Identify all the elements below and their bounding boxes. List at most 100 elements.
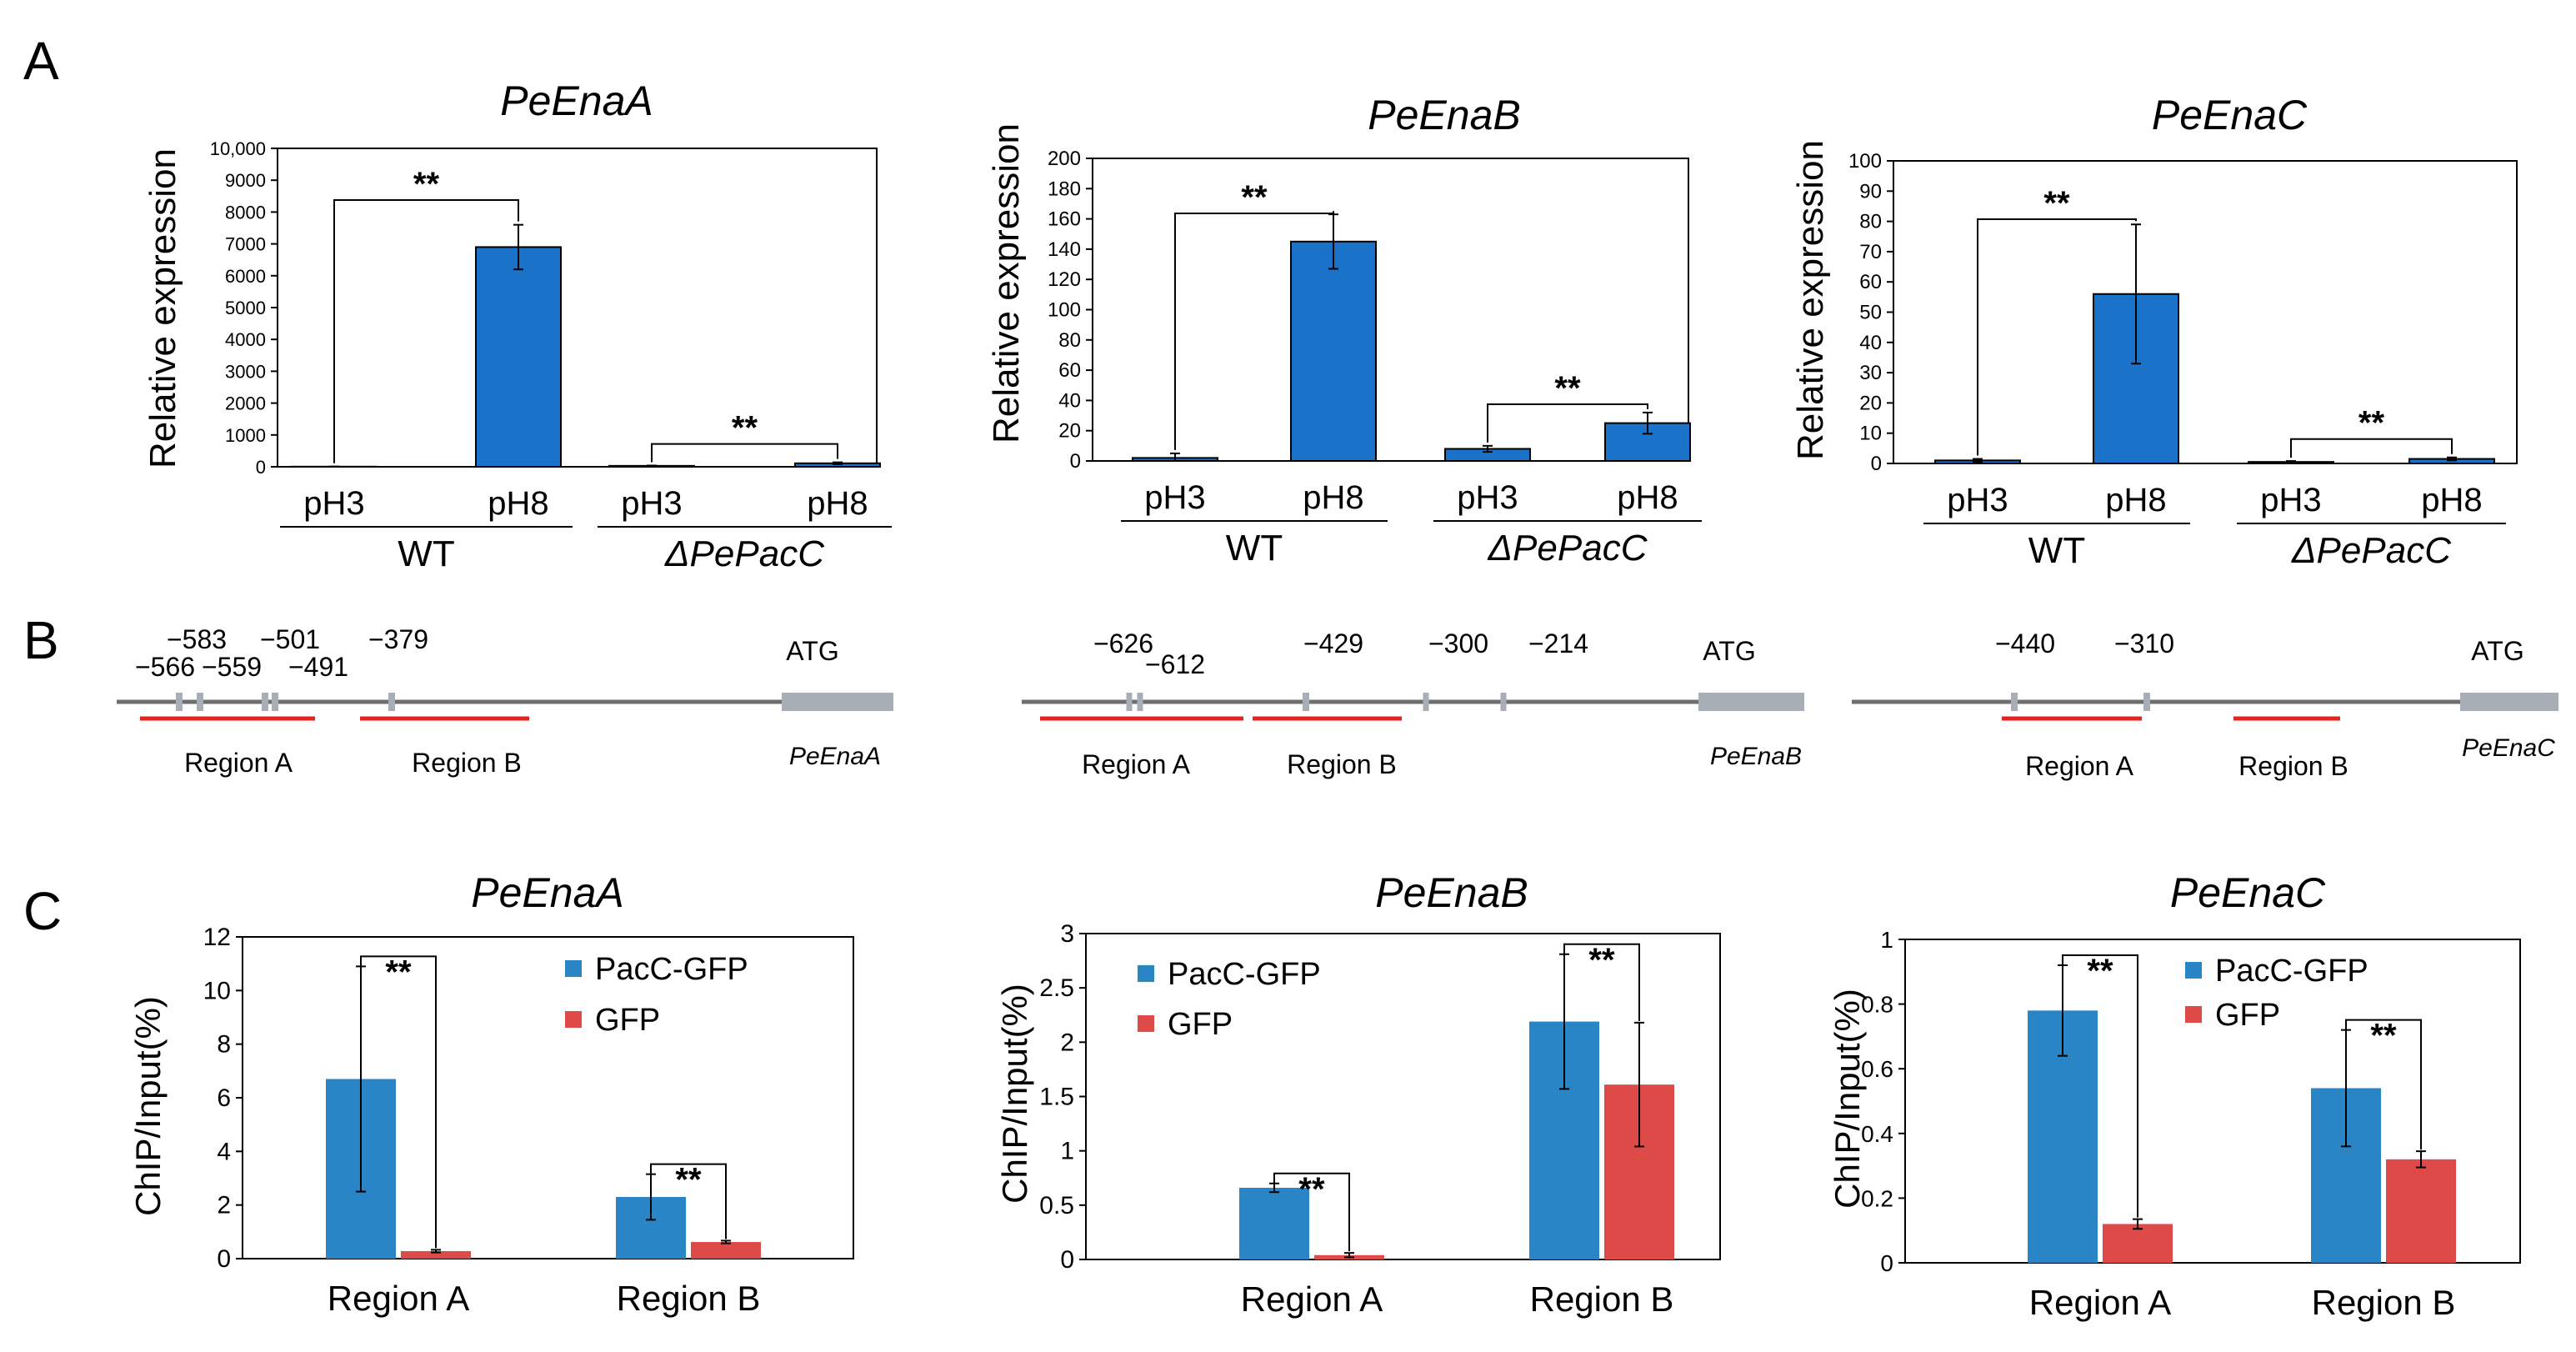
panel-c-peenaa-ytick-label: 6 bbox=[217, 1084, 231, 1112]
panel-c-peenab-ytick-label: 1 bbox=[1060, 1138, 1074, 1165]
panel-c-peenaa-category-label: Region A bbox=[328, 1279, 469, 1318]
panel-a-peenac-group-label: WT bbox=[2028, 530, 2085, 571]
panel-a-peenaa-title: PeEnaA bbox=[500, 78, 653, 124]
panel-b-peenaa-region-label: Region A bbox=[184, 748, 293, 778]
panel-a-peenab-category-label: pH3 bbox=[1457, 479, 1518, 516]
panel-b-peenab-binding-site-4 bbox=[1423, 693, 1429, 711]
panel-c-peenac-ytick-label: 0.8 bbox=[1861, 992, 1893, 1018]
panel-a-peenac-title: PeEnaC bbox=[2152, 92, 2308, 138]
panel-a-peenab-plot-frame bbox=[1092, 158, 1689, 462]
panel-b-peenaa-gene-label: PeEnaA bbox=[789, 743, 881, 770]
panel-a-peenac-ylabel: Relative expression bbox=[1790, 140, 1831, 460]
panel-a-peenaa-category-label: pH8 bbox=[488, 485, 548, 522]
panel-a-peenab-ytick-label: 140 bbox=[1048, 238, 1081, 261]
panel-a-peenac-ytick-label: 90 bbox=[1859, 180, 1882, 203]
panel-b-peenaa-site-label: −566 bbox=[135, 652, 195, 682]
panel-a-peenab-sig-label-2: ** bbox=[1554, 370, 1581, 407]
panel-c-peenac-legend-swatch-gfp bbox=[2185, 1006, 2202, 1023]
panel-b-peenaa-atg-label: ATG bbox=[786, 636, 838, 666]
panel-c-peenac-ytick-label: 0.2 bbox=[1861, 1185, 1893, 1211]
panel-c-peenac-sig-label-2: ** bbox=[2370, 1018, 2397, 1054]
panel-a-peenab-category-label: pH8 bbox=[1617, 479, 1678, 516]
panel-b-peenab-binding-site-2 bbox=[1137, 693, 1143, 711]
panel-c-peenaa-category-label: Region B bbox=[617, 1279, 761, 1318]
panel-b-peenaa-site-label: −491 bbox=[288, 652, 348, 682]
panel-c-peenab-category-label: Region A bbox=[1241, 1279, 1383, 1319]
panel-a-peenaa-group-label: WT bbox=[398, 533, 454, 574]
panel-a-peenaa-ytick-label: 0 bbox=[256, 457, 266, 478]
panel-a-peenac-ytick-label: 70 bbox=[1859, 241, 1882, 263]
panel-a-peenaa-ytick-label: 1000 bbox=[225, 425, 266, 446]
panel-a-peenac-ytick-label: 60 bbox=[1859, 271, 1882, 293]
panel-b-peenab-binding-site-5 bbox=[1500, 693, 1507, 711]
panel-c-peenab-ytick-label: 2 bbox=[1060, 1029, 1074, 1056]
panel-c-peenaa-sig-label-2: ** bbox=[675, 1162, 702, 1199]
panel-c-peenab-ytick-label: 0.5 bbox=[1039, 1192, 1074, 1219]
panel-a-peenaa-sig-bracket-1 bbox=[333, 199, 519, 463]
panel-b-peenab-binding-site-3 bbox=[1303, 693, 1309, 711]
panel-c-peenac-legend-label-gfp: GFP bbox=[2215, 998, 2280, 1033]
panel-b-peenab-site-label: −300 bbox=[1428, 628, 1488, 658]
panel-c-peenaa-ytick-label: 0 bbox=[217, 1245, 231, 1273]
panel-a-peenab-ytick-label: 120 bbox=[1048, 268, 1081, 291]
panel-a-peenab-ytick-label: 40 bbox=[1058, 389, 1081, 412]
panel-c-peenab-legend-label-gfp: GFP bbox=[1168, 1007, 1233, 1042]
panel-c-peenaa-title: PeEnaA bbox=[471, 869, 623, 916]
panel-a-peenaa-ytick-label: 2000 bbox=[225, 393, 266, 414]
panel-a-peenab-title: PeEnaB bbox=[1368, 92, 1520, 138]
panel-c-peenac-ytick-label: 0.4 bbox=[1861, 1121, 1893, 1147]
panel-a-peenaa-ytick-label: 5000 bbox=[225, 298, 266, 318]
panel-c-peenac-legend-swatch-pacc-gfp bbox=[2185, 962, 2202, 979]
panel-b-peenab-atg-label: ATG bbox=[1703, 636, 1755, 666]
panel-c-peenac-category-label: Region B bbox=[2312, 1283, 2456, 1322]
panel-b-peenaa-gene-body bbox=[782, 693, 893, 711]
panel-a-peenab-group-label: WT bbox=[1226, 528, 1283, 568]
panel-a-peenab-ytick-label: 180 bbox=[1048, 178, 1081, 200]
panel-b-peenaa-region-label: Region B bbox=[412, 748, 522, 778]
panel-c-peenaa-ytick-label: 4 bbox=[217, 1138, 231, 1165]
panel-c-peenab-ylabel: ChIP/Input(%) bbox=[995, 984, 1034, 1204]
panel-a-peenac-ytick-label: 20 bbox=[1859, 392, 1882, 414]
panel-c-peenab-ytick-label: 0 bbox=[1060, 1246, 1074, 1274]
panel-c-peenaa-bar-gfp-2 bbox=[691, 1242, 761, 1259]
panel-c-peenaa-sig-bracket-1 bbox=[360, 955, 437, 1249]
panel-b-peenab-site-label: −429 bbox=[1303, 628, 1363, 658]
panel-b-peenab-site-label: −612 bbox=[1145, 649, 1205, 679]
panel-a-peenac-group-label: ΔPePacC bbox=[2291, 530, 2452, 571]
panel-b-peenac-region-label: Region B bbox=[2238, 751, 2348, 781]
panel-c-peenaa-ytick-label: 10 bbox=[203, 977, 231, 1004]
panel-a-peenac-ytick-label: 100 bbox=[1848, 150, 1882, 173]
panel-c-peenac-bar-gfp-2 bbox=[2386, 1159, 2456, 1263]
panel-c-peenab-ytick-label: 2.5 bbox=[1039, 974, 1074, 1002]
panel-c-peenab-ytick-label: 3 bbox=[1060, 920, 1074, 948]
panel-c-peenac-ytick-label: 0 bbox=[1880, 1250, 1893, 1276]
panel-c-peenaa-legend-label-pacc-gfp: PacC-GFP bbox=[595, 952, 748, 987]
panel-a-peenaa-ytick-label: 4000 bbox=[225, 329, 266, 350]
panel-c-peenab-title: PeEnaB bbox=[1375, 869, 1528, 916]
panel-a-peenaa-sig-label-2: ** bbox=[732, 410, 758, 447]
panel-b-peenaa-site-label: −501 bbox=[260, 624, 320, 654]
panel-a-peenac-ytick-label: 80 bbox=[1859, 211, 1882, 233]
panel-a-peenaa-bar-2 bbox=[475, 246, 562, 468]
panel-c-peenaa-sig-label-1: ** bbox=[385, 954, 412, 990]
panel-a-peenab-ytick-label: 100 bbox=[1048, 299, 1081, 322]
panel-b-peenac-gene-label: PeEnaC bbox=[2462, 734, 2555, 762]
panel-a-peenaa-category-label: pH3 bbox=[303, 485, 364, 522]
panel-a-peenac-plot-frame bbox=[1893, 160, 2518, 464]
panel-a-peenac-sig-label-1: ** bbox=[2043, 185, 2070, 222]
panel-a-peenaa-ytick-label: 3000 bbox=[225, 361, 266, 382]
panel-a-peenab-ylabel: Relative expression bbox=[986, 123, 1027, 443]
panel-letter-a: A bbox=[23, 31, 59, 91]
panel-letter-c: C bbox=[23, 881, 62, 941]
panel-c-peenab-sig-bracket-2 bbox=[1563, 943, 1640, 1021]
panel-b-peenaa-binding-site-2 bbox=[197, 693, 203, 711]
panel-b-peenab-gene-label: PeEnaB bbox=[1710, 743, 1802, 770]
panel-c-peenab-bar-pacc-gfp-1 bbox=[1239, 1187, 1309, 1259]
panel-c-peenac-sig-bracket-1 bbox=[2062, 954, 2138, 1218]
panel-c-peenaa-ylabel: ChIP/Input(%) bbox=[128, 996, 168, 1216]
panel-a-peenaa-ytick-label: 7000 bbox=[225, 234, 266, 255]
panel-b-peenaa-site-label: −559 bbox=[202, 652, 262, 682]
panel-b-peenab-site-label: −214 bbox=[1528, 628, 1588, 658]
panel-c-peenaa-legend-swatch-gfp bbox=[565, 1011, 582, 1028]
